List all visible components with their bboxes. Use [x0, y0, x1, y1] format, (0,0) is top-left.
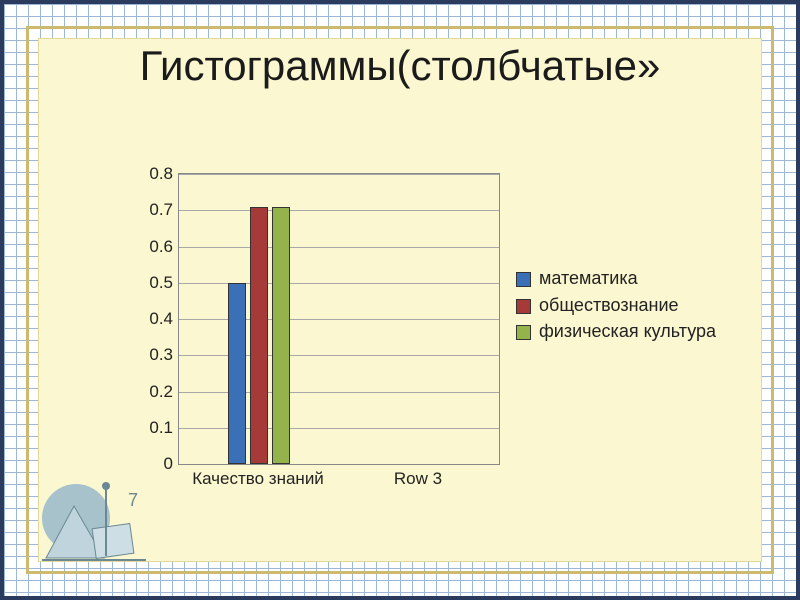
chart-x-axis: Качество знаний Row 3 — [178, 465, 498, 493]
chart-y-tick-label: 0.6 — [149, 237, 173, 257]
chart-gridline — [179, 210, 499, 211]
chart-gridline — [179, 247, 499, 248]
chart-bar — [228, 283, 246, 464]
chart-legend-label: математика — [539, 268, 638, 289]
chart-legend-label: обществознание — [539, 295, 679, 316]
chart-y-tick-label: 0.8 — [149, 164, 173, 184]
chart-bar — [272, 207, 290, 464]
chart-gridline — [179, 428, 499, 429]
chart-y-tick-label: 0.7 — [149, 200, 173, 220]
chart-legend-item: физическая культура — [516, 321, 716, 342]
bar-chart: 00.10.20.30.40.50.60.70.8 Качество знани… — [128, 163, 728, 523]
chart-bar — [250, 207, 268, 464]
svg-text:7: 7 — [128, 490, 138, 510]
decorative-geometry-icon: 7 — [34, 456, 154, 566]
chart-legend-swatch — [516, 272, 531, 287]
slide-title: Гистограммы(столбчатые» — [38, 38, 762, 88]
chart-gridline — [179, 174, 499, 175]
chart-y-tick-label: 0.1 — [149, 418, 173, 438]
chart-y-tick-label: 0.4 — [149, 309, 173, 329]
chart-gridline — [179, 392, 499, 393]
chart-gridline — [179, 319, 499, 320]
chart-y-tick-label: 0 — [164, 454, 173, 474]
chart-gridline — [179, 355, 499, 356]
chart-gridline — [179, 283, 499, 284]
chart-legend-swatch — [516, 325, 531, 340]
chart-x-tick-label: Row 3 — [394, 469, 442, 489]
chart-legend: математика обществознание физическая культ… — [516, 268, 716, 348]
slide-content: Гистограммы(столбчатые» 00.10.20.30.40.5… — [38, 38, 762, 562]
chart-y-tick-label: 0.3 — [149, 345, 173, 365]
chart-x-tick-label: Качество знаний — [192, 469, 324, 489]
slide-outer: Гистограммы(столбчатые» 00.10.20.30.40.5… — [0, 0, 800, 600]
chart-legend-item: математика — [516, 268, 716, 289]
chart-y-tick-label: 0.5 — [149, 273, 173, 293]
chart-y-tick-label: 0.2 — [149, 382, 173, 402]
chart-legend-item: обществознание — [516, 295, 716, 316]
chart-legend-label: физическая культура — [539, 321, 716, 342]
chart-plot-area: 00.10.20.30.40.50.60.70.8 — [178, 173, 500, 465]
chart-legend-swatch — [516, 299, 531, 314]
